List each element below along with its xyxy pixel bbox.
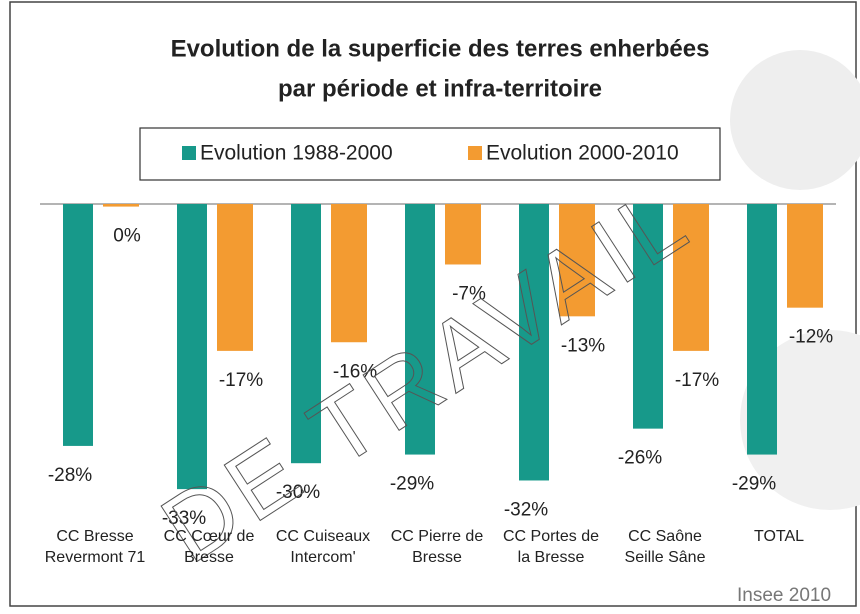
bar	[445, 204, 481, 265]
legend-label: Evolution 1988-2000	[200, 142, 393, 165]
bar	[291, 204, 321, 464]
x-tick-label: CC Bresse Revermont 71	[44, 528, 146, 566]
legend-label: Evolution 2000-2010	[486, 142, 679, 165]
source: Insee 2010	[737, 585, 831, 606]
x-tick-label: CC Cœur de Bresse	[163, 528, 255, 566]
logo-shape	[730, 50, 860, 190]
x-tick-label: CC Portes de la Bresse	[502, 528, 600, 566]
data-label: -29%	[732, 474, 776, 495]
bar	[633, 204, 663, 429]
data-label: -28%	[48, 465, 92, 486]
legend-box	[139, 127, 721, 181]
x-tick-label: TOTAL	[753, 528, 805, 545]
data-label: -13%	[561, 335, 605, 356]
data-label: -29%	[390, 474, 434, 495]
data-label: -30%	[276, 482, 320, 503]
x-tick-label: CC Cuiseaux Intercom'	[275, 528, 371, 566]
data-label: -12%	[789, 327, 833, 348]
bar	[177, 204, 207, 490]
x-tick-label: CC Saône Seille Sâne	[624, 528, 706, 566]
chart-title: Evolution de la superficie des terres en…	[171, 35, 710, 62]
data-label: -17%	[219, 370, 263, 391]
bar	[559, 204, 595, 317]
data-label: -32%	[504, 499, 548, 520]
bar	[405, 204, 435, 455]
bar	[63, 204, 93, 446]
data-label: -26%	[618, 448, 662, 469]
chart-title: par période et infra-territoire	[278, 75, 602, 102]
bar	[747, 204, 777, 455]
data-label: -33%	[162, 508, 206, 529]
data-label: 0%	[113, 226, 141, 247]
data-label: -17%	[675, 370, 719, 391]
x-tick-label: CC Pierre de Bresse	[390, 528, 484, 566]
data-label: -16%	[333, 361, 377, 382]
bar	[331, 204, 367, 343]
chart-frame	[9, 1, 857, 607]
legend-swatch	[468, 146, 482, 160]
bar	[673, 204, 709, 351]
legend-swatch	[182, 146, 196, 160]
bar	[103, 204, 139, 207]
data-label: -7%	[452, 283, 486, 304]
bar	[519, 204, 549, 481]
bar	[217, 204, 253, 351]
bar	[787, 204, 823, 308]
